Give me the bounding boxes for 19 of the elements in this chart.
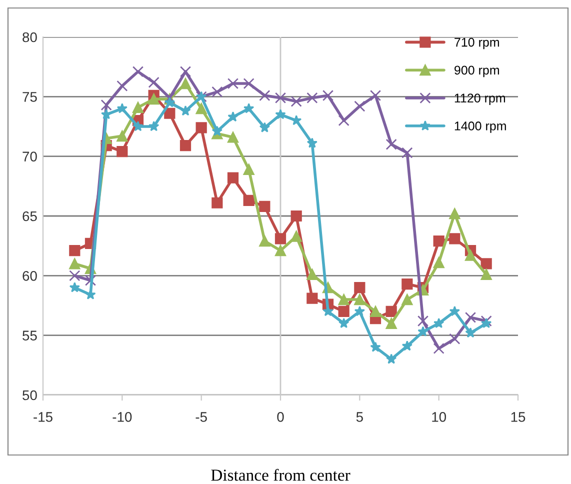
x-axis-title: Distance from center	[211, 468, 350, 481]
legend-label: 1400 rpm	[454, 122, 506, 133]
y-tick-label: 55	[22, 330, 37, 341]
x-tick-label: -15	[34, 412, 52, 422]
x-tick-label: -10	[112, 412, 132, 422]
x-tick-label: -5	[196, 412, 207, 422]
y-tick-label: 60	[22, 271, 37, 281]
y-tick-label: 65	[22, 211, 37, 222]
y-tick-label: 80	[22, 32, 37, 42]
y-tick-label: 70	[22, 152, 37, 162]
x-tick-label: 15	[511, 412, 526, 422]
y-tick-label: 75	[22, 92, 37, 102]
legend-label: 1120 rpm	[454, 94, 506, 105]
x-tick-label: 0	[277, 412, 284, 422]
x-tick-label: 10	[432, 412, 446, 422]
y-tick-label: 50	[22, 390, 37, 400]
legend-label: 900 rpm	[454, 66, 499, 78]
x-tick-label: 5	[356, 412, 363, 422]
legend-label: 710 rpm	[454, 38, 499, 50]
